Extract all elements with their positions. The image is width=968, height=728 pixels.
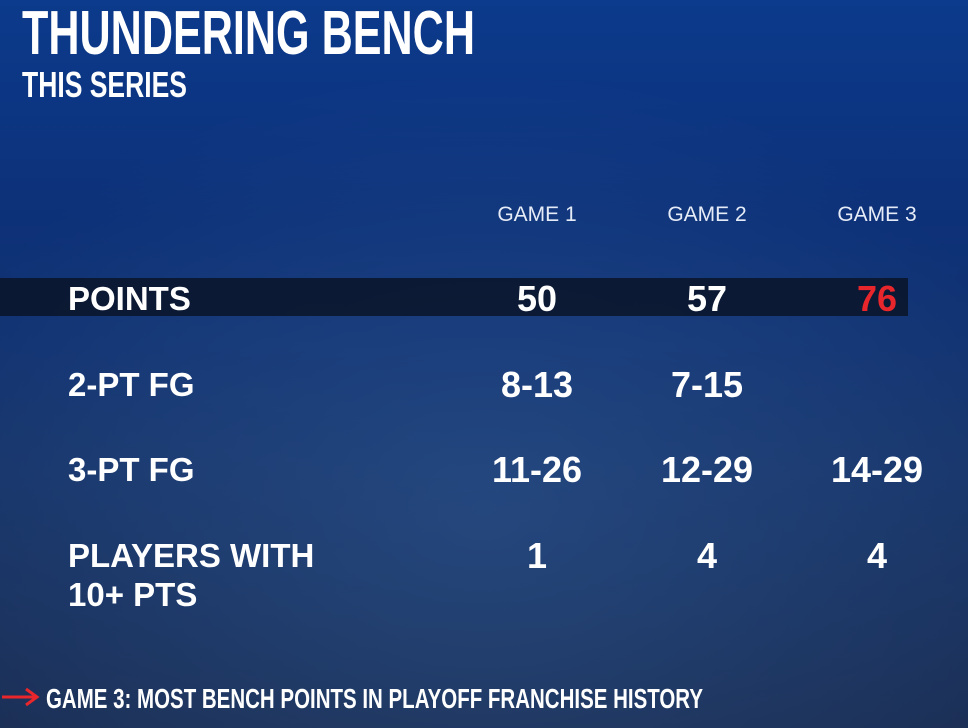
title: THUNDERING BENCH xyxy=(22,0,475,68)
stats-table: GAME 1 GAME 2 GAME 3 POINTS 50 57 76 2-PT FG 8-1… xyxy=(68,203,923,613)
column-header: GAME 2 xyxy=(667,203,746,226)
highlight-bar xyxy=(0,278,908,316)
cell-value: 4 xyxy=(697,535,717,576)
cell-value: 8-13 xyxy=(501,364,573,405)
cell-value: 50 xyxy=(517,278,557,319)
row-label: 3-PT FG xyxy=(68,451,195,488)
subtitle: THIS SERIES xyxy=(22,64,187,105)
cell-value: 7-15 xyxy=(671,364,743,405)
cell-value: 11-26 xyxy=(492,449,582,490)
cell-value: 57 xyxy=(687,278,727,319)
cell-value: 12-29 xyxy=(661,449,753,490)
footer-note: GAME 3: MOST BENCH POINTS IN PLAYOFF FRA… xyxy=(46,683,703,714)
arrow-icon xyxy=(2,687,40,707)
cell-value: 4 xyxy=(867,535,887,576)
column-header: GAME 3 xyxy=(837,203,916,226)
row-label: POINTS xyxy=(68,280,191,317)
row-label: 10+ PTS xyxy=(68,576,197,613)
cell-value: 76 xyxy=(857,278,897,319)
column-header: GAME 1 xyxy=(497,203,576,226)
row-label: PLAYERS WITH xyxy=(68,537,314,574)
row-label: 2-PT FG xyxy=(68,366,195,403)
cell-value: 1 xyxy=(527,535,547,576)
cell-value: 14-29 xyxy=(831,449,923,490)
